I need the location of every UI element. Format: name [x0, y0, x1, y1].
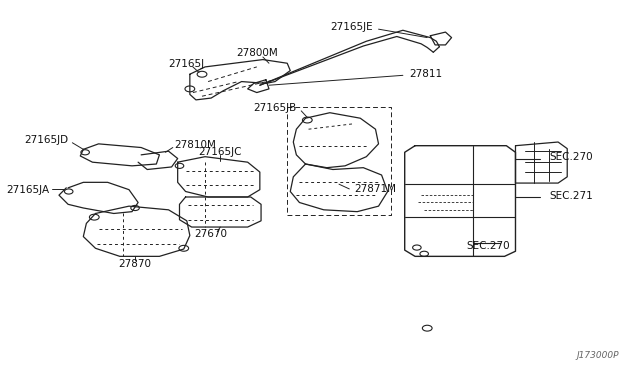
Text: 27871M: 27871M [354, 184, 396, 194]
Text: 27165JC: 27165JC [198, 147, 242, 157]
Text: 27811: 27811 [409, 69, 442, 79]
Text: 27800M: 27800M [236, 48, 278, 58]
Text: J173000P: J173000P [577, 351, 619, 360]
Text: 27165JE: 27165JE [330, 22, 372, 32]
Text: 27165JA: 27165JA [7, 185, 50, 195]
Text: SEC.270: SEC.270 [549, 153, 593, 163]
Text: 27670: 27670 [195, 230, 228, 239]
Text: SEC.271: SEC.271 [549, 191, 593, 201]
Text: 27165J: 27165J [169, 60, 205, 69]
Text: 27165JB: 27165JB [253, 103, 296, 113]
Text: 27870: 27870 [118, 259, 152, 269]
Text: 27165JD: 27165JD [24, 135, 68, 145]
Text: SEC.270: SEC.270 [467, 241, 511, 251]
Text: 27810M: 27810M [175, 140, 216, 150]
